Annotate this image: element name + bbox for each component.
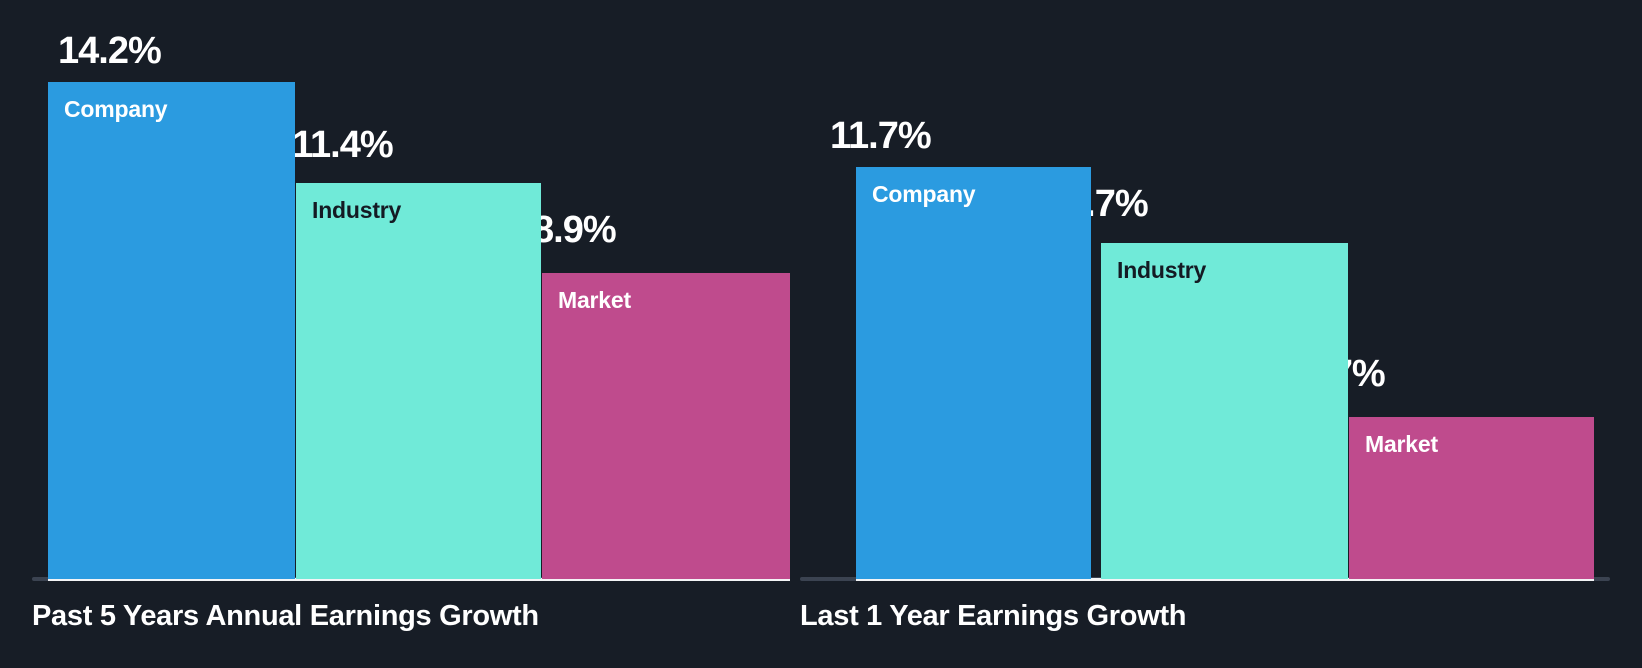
bar-label-industry: Industry (1117, 257, 1207, 283)
panel-caption-last-1-year: Last 1 Year Earnings Growth (800, 600, 1187, 632)
bar-market[interactable]: Market (542, 273, 790, 579)
bar-industry[interactable]: Industry (296, 183, 541, 579)
value-label-company: 14.2% (58, 30, 162, 72)
bar-label-company: Company (872, 181, 976, 207)
panel-caption-past-5-years: Past 5 Years Annual Earnings Growth (32, 600, 539, 632)
bar-label-market: Market (1365, 431, 1438, 457)
bar-industry[interactable]: Industry (1101, 243, 1348, 579)
bar-market[interactable]: Market (1349, 417, 1594, 579)
chart-panel-past-5-years: 14.2% 11.4% 8.9% Company Industry Market… (32, 30, 790, 632)
bar-label-company: Company (64, 96, 168, 122)
x-axis-baseline (856, 578, 1594, 581)
bar-label-industry: Industry (312, 197, 402, 223)
chart-panel-last-1-year: 11.7% 9.7% 4.7% Company Industry Market … (790, 0, 1642, 668)
bar-label-market: Market (558, 287, 631, 313)
bar-company[interactable]: Company (48, 82, 295, 579)
value-label-industry: 11.4% (292, 124, 394, 166)
value-label-company: 11.7% (830, 115, 932, 157)
value-label-market: 8.9% (533, 209, 617, 251)
bar-company[interactable]: Company (856, 167, 1091, 579)
x-axis-baseline (48, 578, 790, 581)
